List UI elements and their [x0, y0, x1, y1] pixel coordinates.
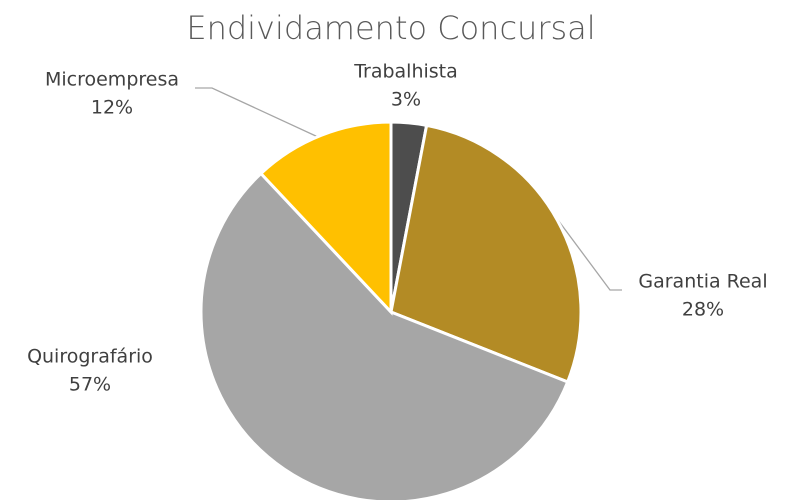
chart-title: Endividamento Concursal	[186, 9, 595, 47]
pie-slice	[389, 123, 583, 384]
slice-value: 57%	[69, 374, 111, 396]
leader-line	[195, 87, 319, 138]
pie-slice	[258, 120, 393, 316]
slice-value: 12%	[91, 97, 133, 119]
pie-slice	[199, 171, 570, 500]
slice-label: Trabalhista	[353, 61, 458, 83]
slice-label: Garantia Real	[638, 271, 767, 293]
slice-value: 3%	[391, 89, 421, 111]
slice-label: Quirografário	[27, 346, 153, 368]
slice-label: Microempresa	[45, 69, 179, 91]
slice-value: 28%	[682, 299, 724, 321]
leader-line	[554, 215, 622, 291]
